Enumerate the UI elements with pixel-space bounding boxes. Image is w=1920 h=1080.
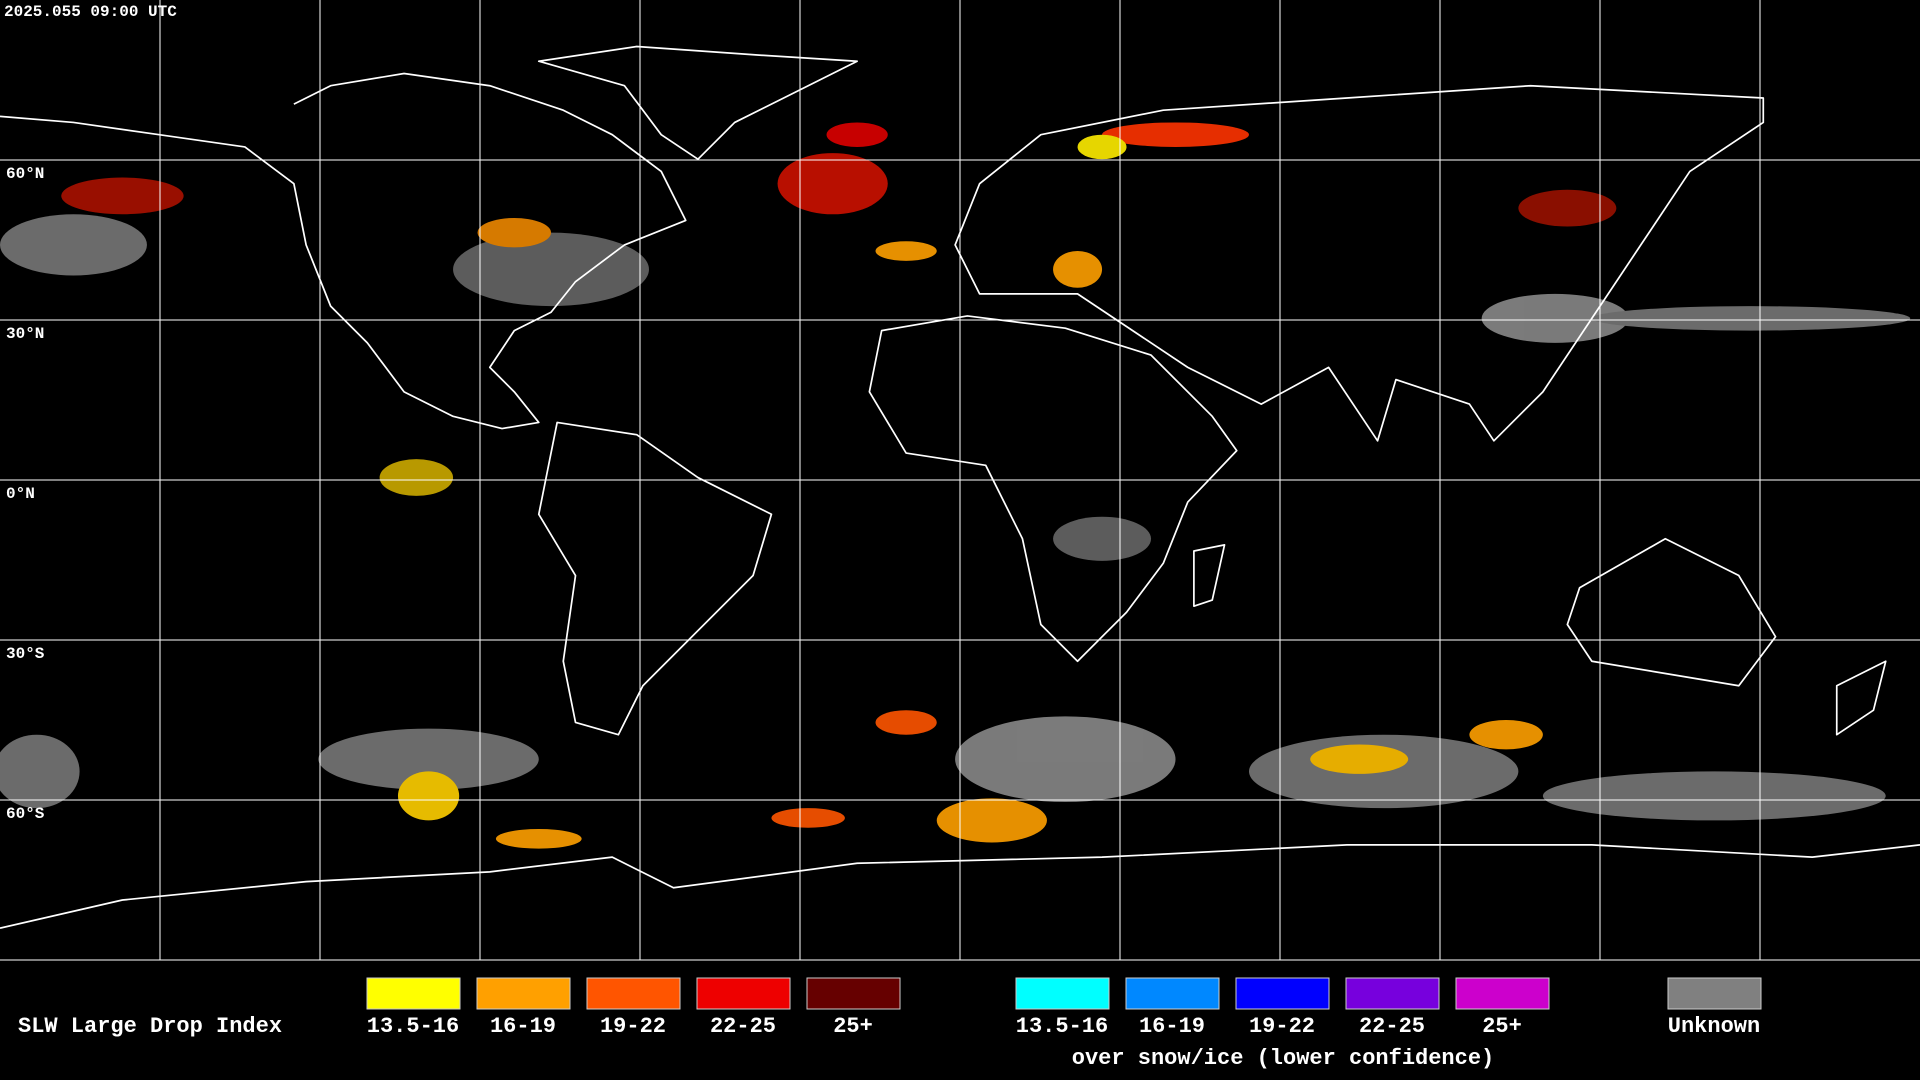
latitude-label: 30°S <box>6 645 45 663</box>
legend-label: 22-25 <box>1359 1014 1425 1039</box>
precip-area <box>1469 720 1543 750</box>
precip-area <box>875 710 937 735</box>
legend-note: over snow/ice (lower confidence) <box>1072 1046 1494 1071</box>
precip-area <box>777 153 888 215</box>
latitude-label: 60°N <box>6 165 44 183</box>
coastline <box>1835 660 1887 736</box>
legend-label: 22-25 <box>710 1014 776 1039</box>
precip-area <box>397 771 460 821</box>
legend-swatch <box>476 977 571 1010</box>
unknown-area <box>453 232 649 307</box>
precip-area <box>936 798 1047 843</box>
precip-area <box>495 828 582 849</box>
unknown-area <box>1542 771 1886 821</box>
precip-area <box>1102 122 1249 147</box>
coastline <box>537 45 859 161</box>
legend-swatch <box>1015 977 1110 1010</box>
graticule <box>0 0 1920 961</box>
precip-area <box>477 217 552 248</box>
legend-label: Unknown <box>1668 1014 1760 1039</box>
unknown-area <box>1481 293 1629 343</box>
coastline <box>1193 544 1226 607</box>
legend-label: 25+ <box>1482 1014 1522 1039</box>
coastline <box>0 72 687 430</box>
legend-label: 25+ <box>833 1014 873 1039</box>
legend-swatch <box>586 977 681 1010</box>
precip-area <box>61 177 184 215</box>
legend-label: 13.5-16 <box>367 1014 459 1039</box>
precip-area <box>875 241 937 261</box>
unknown-area <box>318 728 539 790</box>
legend-swatch <box>696 977 791 1010</box>
cloud-fields <box>0 122 1911 849</box>
precip-area <box>1053 251 1103 288</box>
latitude-label: 30°N <box>6 325 44 343</box>
legend-label: 19-22 <box>1249 1014 1315 1039</box>
precip-area <box>771 808 845 828</box>
legend-label: 16-19 <box>1139 1014 1205 1039</box>
coastline <box>1566 537 1777 687</box>
legend-swatch <box>1235 977 1330 1010</box>
coastlines <box>0 45 1920 930</box>
latitude-label: 0°N <box>6 485 35 503</box>
unknown-area <box>955 716 1176 803</box>
unknown-area <box>0 214 147 276</box>
coastline <box>0 844 1920 930</box>
legend-swatch <box>1345 977 1440 1010</box>
legend-label: 19-22 <box>600 1014 666 1039</box>
unknown-area <box>0 734 80 809</box>
unknown-area <box>1053 516 1152 561</box>
coastline <box>868 315 1238 663</box>
precip-area <box>826 122 888 147</box>
precip-area <box>1518 189 1617 227</box>
map-layer <box>0 45 1920 930</box>
legend-title: SLW Large Drop Index <box>18 1014 282 1039</box>
legend-swatch <box>1455 977 1550 1010</box>
legend-swatch <box>806 977 901 1010</box>
timestamp: 2025.055 09:00 UTC <box>4 3 177 21</box>
coastline <box>954 84 1765 442</box>
unknown-area <box>1591 306 1911 331</box>
latitude-label: 60°S <box>6 805 45 823</box>
legend-label: 16-19 <box>490 1014 556 1039</box>
legend-swatch <box>366 977 461 1010</box>
precip-area <box>1310 744 1409 774</box>
precip-area <box>1077 134 1127 160</box>
latitude-labels: 60°N 30°N 0°N 30°S 60°S <box>6 165 45 823</box>
legend-swatch <box>1125 977 1220 1010</box>
legend-swatch <box>1667 977 1762 1010</box>
coastline <box>537 421 773 736</box>
precip-area <box>379 459 454 496</box>
legend: SLW Large Drop Index over snow/ice (lowe… <box>18 977 1762 1071</box>
legend-label: 13.5-16 <box>1016 1014 1108 1039</box>
